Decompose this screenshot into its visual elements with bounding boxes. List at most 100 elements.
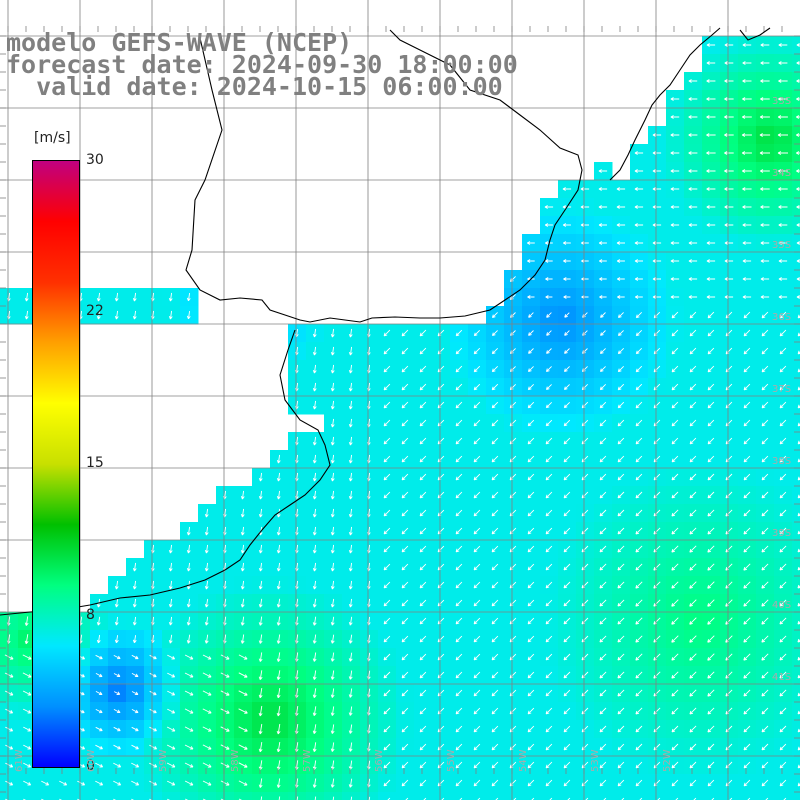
wind-arrow <box>670 169 680 173</box>
wind-arrow <box>22 654 32 660</box>
wind-arrow <box>759 151 770 155</box>
wind-arrow <box>419 401 427 409</box>
wind-arrow <box>312 706 317 716</box>
wind-arrow <box>653 545 661 553</box>
wind-arrow <box>387 797 391 800</box>
wind-arrow <box>761 527 769 535</box>
wind-arrow <box>528 312 534 318</box>
wind-arrow <box>688 223 698 227</box>
wind-arrow <box>671 365 679 373</box>
wind-arrow <box>527 725 535 733</box>
wind-arrow <box>706 151 716 155</box>
wind-arrow <box>635 563 643 571</box>
wind-arrow <box>743 581 751 589</box>
wind-arrow <box>617 563 625 571</box>
wind-cell <box>468 792 487 800</box>
wind-cell <box>576 792 595 800</box>
wind-arrow <box>743 365 751 373</box>
wind-arrow <box>383 419 391 427</box>
wind-cell <box>792 288 800 307</box>
wind-arrow <box>113 673 121 678</box>
wind-arrow <box>707 563 715 571</box>
wind-arrow <box>330 508 335 518</box>
wind-arrow <box>383 761 391 769</box>
wind-arrow <box>401 707 409 715</box>
wind-cell <box>792 738 800 757</box>
wind-arrow <box>742 79 752 83</box>
wind-arrow <box>491 347 499 355</box>
wind-arrow <box>401 635 409 643</box>
wind-arrow <box>455 401 463 409</box>
wind-arrow <box>783 797 787 800</box>
wind-arrow <box>634 169 644 173</box>
wind-arrow <box>671 509 679 517</box>
model-title: modelo GEFS-WAVE (NCEP) <box>6 28 353 57</box>
wind-arrow <box>725 491 733 499</box>
wind-arrow <box>186 544 191 554</box>
wind-arrow <box>617 599 625 607</box>
wind-arrow <box>779 689 787 697</box>
wind-arrow <box>330 346 335 356</box>
wind-arrow <box>204 562 209 572</box>
wind-arrow <box>204 634 209 644</box>
wind-arrow <box>761 671 769 679</box>
wind-arrow <box>383 365 391 373</box>
wind-arrow <box>743 437 751 445</box>
wind-arrow <box>617 473 625 481</box>
wind-arrow <box>617 312 624 319</box>
wind-arrow <box>711 797 715 800</box>
wind-arrow <box>258 705 263 717</box>
wind-arrow <box>724 79 734 83</box>
wind-arrow <box>186 293 191 302</box>
wind-arrow <box>240 562 245 572</box>
wind-arrow <box>419 491 427 499</box>
wind-arrow <box>671 311 679 319</box>
wind-arrow <box>779 761 787 769</box>
wind-arrow <box>527 563 535 571</box>
wind-arrow <box>564 330 570 336</box>
wind-arrow <box>184 744 194 750</box>
wind-arrow <box>707 617 715 625</box>
wind-cell <box>792 324 800 343</box>
wind-arrow <box>332 796 335 800</box>
wind-arrow <box>527 295 535 299</box>
wind-arrow <box>455 689 463 697</box>
wind-arrow <box>779 311 787 319</box>
wind-arrow <box>258 598 263 608</box>
wind-arrow <box>671 545 679 553</box>
wind-arrow <box>706 277 716 281</box>
wind-arrow <box>545 581 553 589</box>
lon-label-56w: 56W <box>374 749 385 772</box>
wind-arrow <box>635 401 643 409</box>
wind-arrow <box>724 115 734 119</box>
wind-arrow <box>599 455 607 463</box>
wind-arrow <box>59 780 68 786</box>
wind-arrow <box>491 635 499 643</box>
wind-arrow <box>779 599 787 607</box>
wind-arrow <box>114 635 119 644</box>
wind-arrow <box>95 744 103 750</box>
wind-cell <box>792 504 800 523</box>
wind-arrow <box>401 347 409 355</box>
wind-arrow <box>348 490 353 500</box>
wind-arrow <box>671 743 679 751</box>
wind-arrow <box>779 725 787 733</box>
wind-arrow <box>312 346 317 356</box>
wind-arrow <box>761 455 769 463</box>
wind-arrow <box>491 689 499 697</box>
wind-arrow <box>635 635 643 643</box>
wind-arrow <box>204 598 209 608</box>
wind-arrow <box>312 598 317 608</box>
wind-arrow <box>617 689 625 697</box>
wind-arrow <box>778 295 788 299</box>
wind-arrow <box>473 653 481 661</box>
wind-arrow <box>563 761 571 769</box>
wind-arrow <box>725 509 733 517</box>
wind-arrow <box>527 617 535 625</box>
wind-arrow <box>312 526 317 536</box>
wind-arrow <box>455 617 463 625</box>
wind-arrow <box>95 691 103 696</box>
wind-arrow <box>167 708 176 714</box>
wind-arrow <box>419 437 427 445</box>
wind-cell <box>792 342 800 361</box>
